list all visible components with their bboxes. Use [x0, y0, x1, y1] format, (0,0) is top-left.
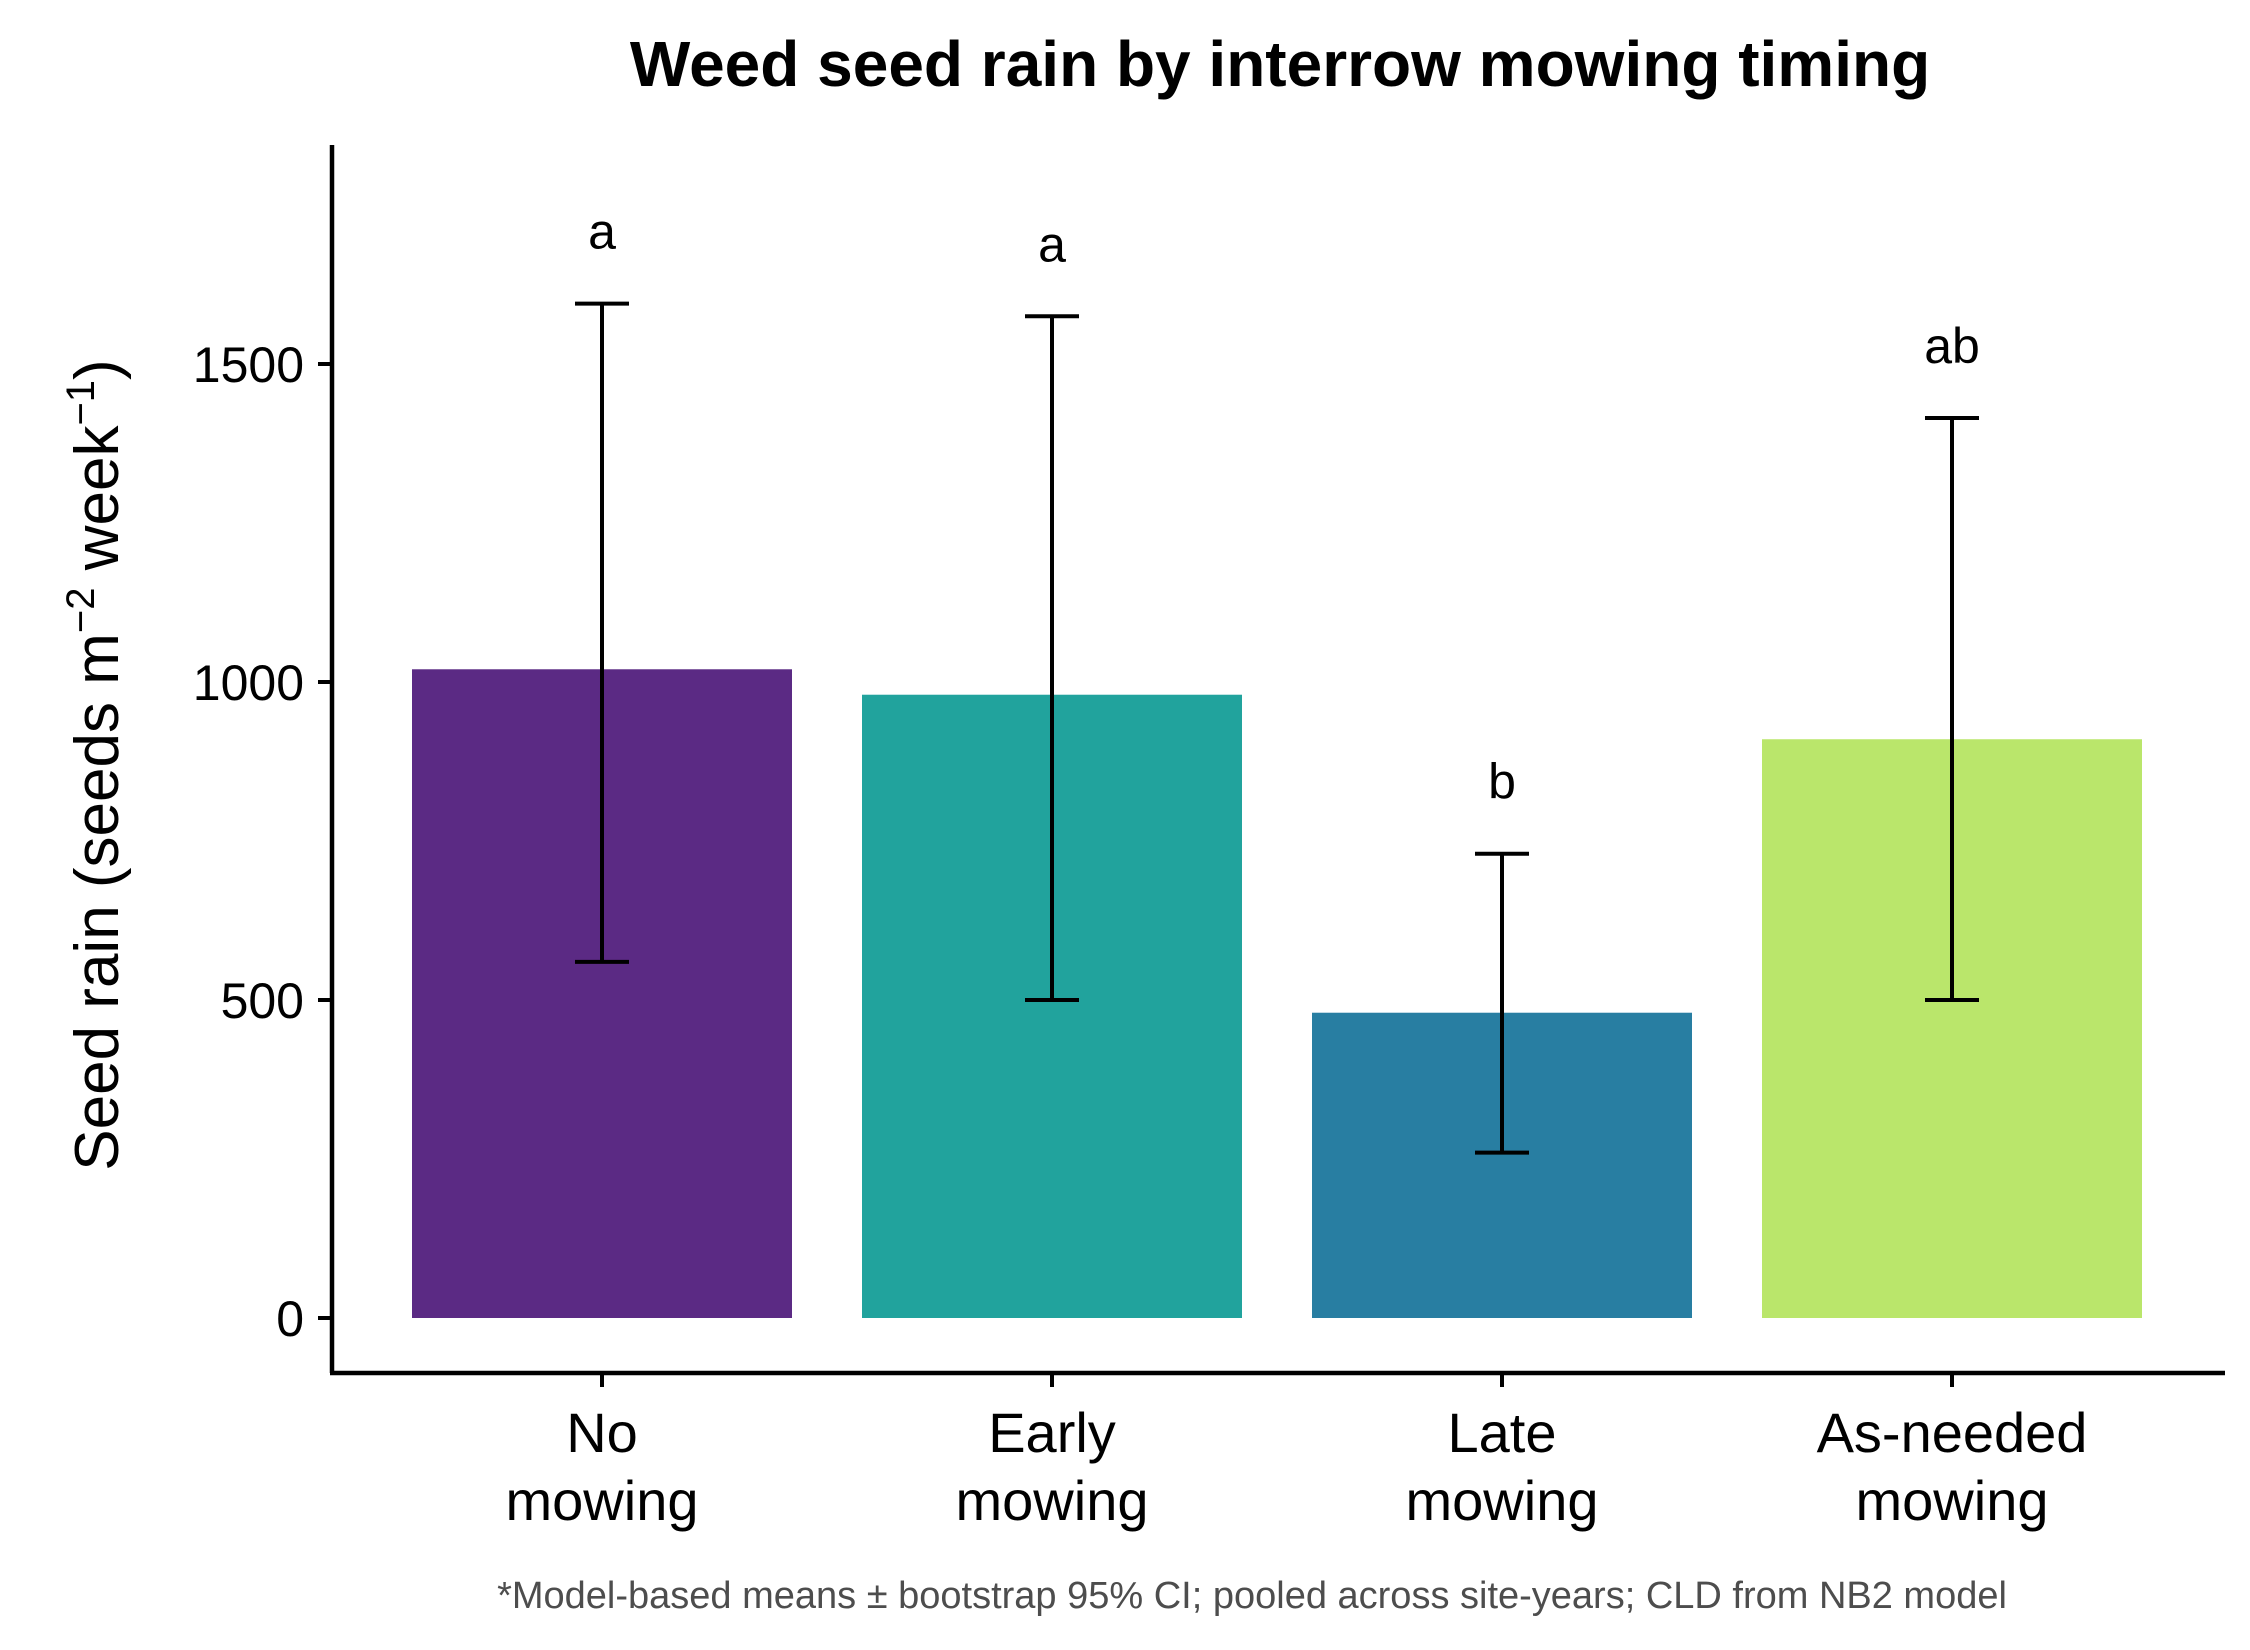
- y-axis-title-superscript: −1: [59, 380, 103, 426]
- y-axis-title-main: Seed rain (seeds m: [63, 633, 132, 1171]
- y-axis-title: Seed rain (seeds m−2 week−1): [59, 359, 132, 1170]
- x-tick-label: mowing: [1406, 1469, 1599, 1532]
- cld-letter: a: [1038, 216, 1066, 272]
- cld-letter: ab: [1924, 318, 1980, 374]
- y-axis-title-superscript: −2: [59, 588, 103, 634]
- y-tick-label: 500: [221, 973, 304, 1029]
- y-tick-label: 0: [276, 1291, 304, 1347]
- x-tick-label: No: [566, 1401, 638, 1464]
- x-tick-label: Late: [1448, 1401, 1557, 1464]
- x-tick-label: mowing: [956, 1469, 1149, 1532]
- y-tick-label: 1500: [193, 337, 304, 393]
- cld-letter: a: [588, 204, 616, 260]
- x-tick-label: Early: [988, 1401, 1116, 1464]
- cld-letter: b: [1488, 754, 1516, 810]
- x-tick-label: As-needed: [1817, 1401, 2088, 1464]
- footnote: *Model-based means ± bootstrap 95% CI; p…: [497, 1575, 2007, 1617]
- y-axis-title-unit: week: [63, 425, 132, 588]
- x-tick-label: mowing: [506, 1469, 699, 1532]
- chart-title: Weed seed rain by interrow mowing timing: [630, 28, 1930, 100]
- y-axis-title-end: ): [63, 359, 132, 380]
- y-tick-label: 1000: [193, 655, 304, 711]
- x-tick-label: mowing: [1856, 1469, 2049, 1532]
